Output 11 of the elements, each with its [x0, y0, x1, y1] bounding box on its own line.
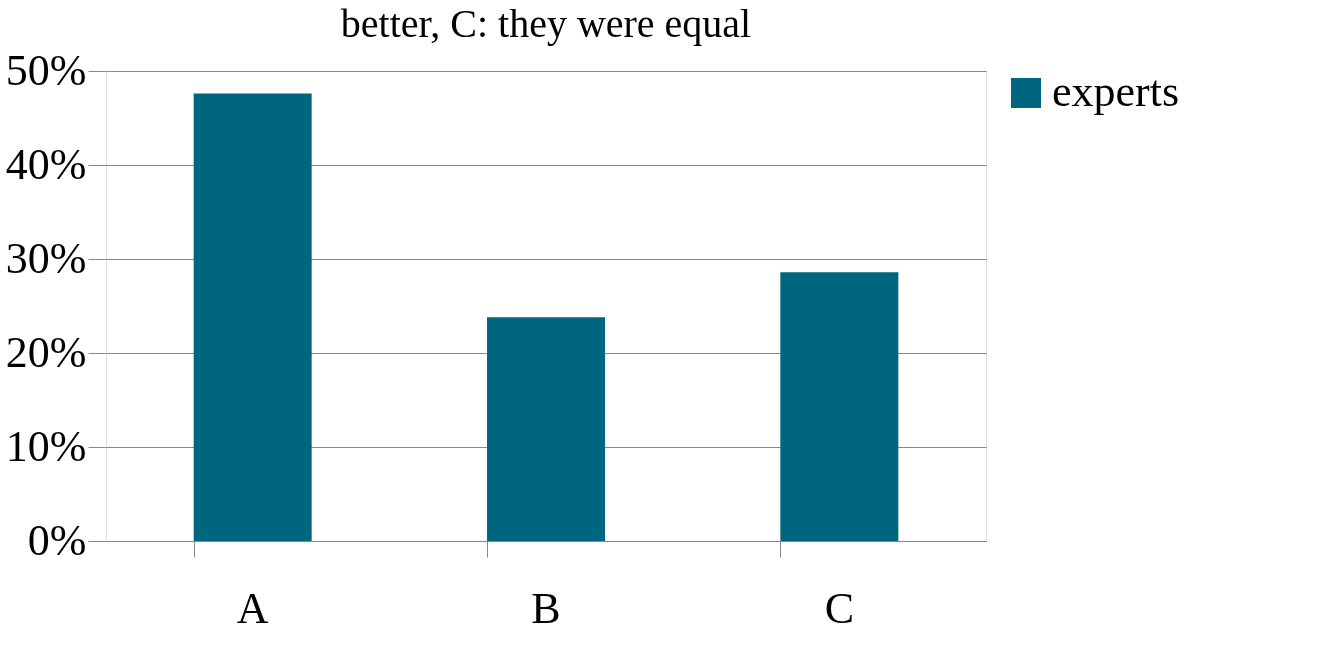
y-tick-label: 20%: [5, 327, 87, 377]
x-tick-label: C: [824, 583, 855, 633]
y-tick-label: 30%: [5, 233, 87, 283]
x-tick-label: A: [236, 583, 269, 633]
y-tick-label: 40%: [5, 139, 87, 189]
y-tick-label: 10%: [5, 421, 87, 471]
y-tick-label: 50%: [5, 45, 87, 95]
legend-label: experts: [1052, 67, 1180, 116]
x-tick-label: B: [531, 583, 561, 633]
chart-title: better, C: they were equal: [340, 1, 752, 46]
y-tick-label: 0%: [27, 515, 87, 565]
